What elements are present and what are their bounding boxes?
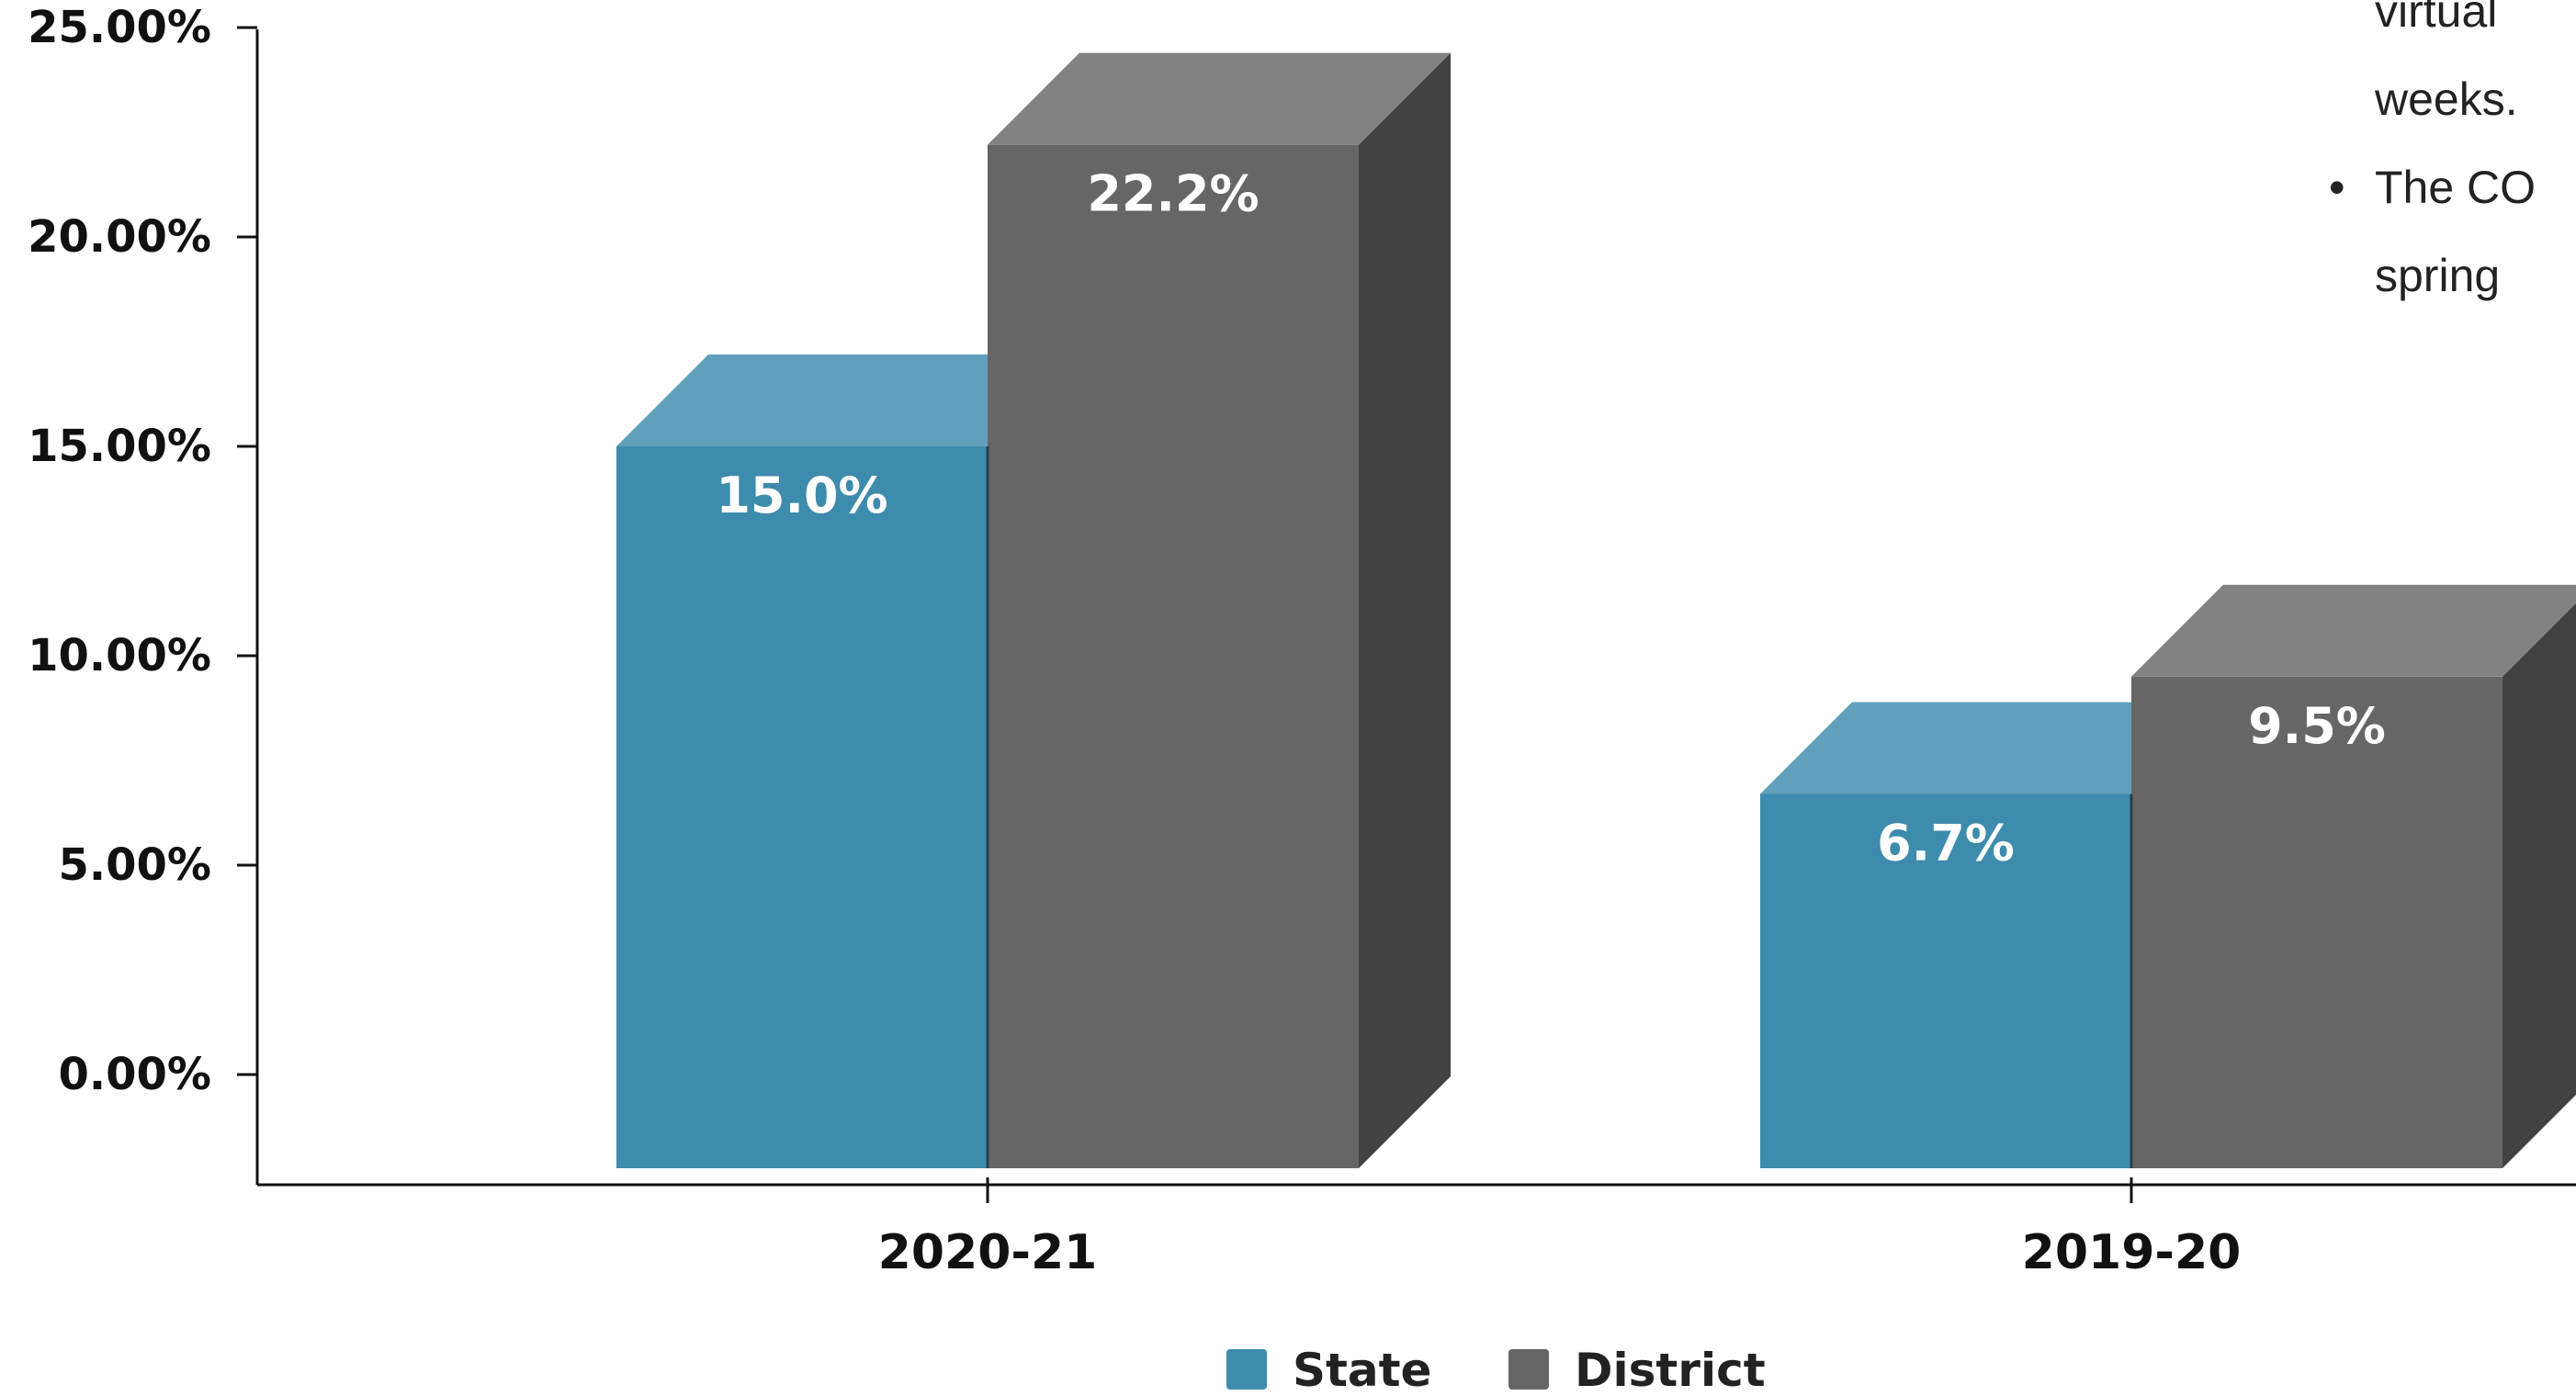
- bar-district-2020-21: [988, 52, 1451, 1169]
- y-tick-label: 10.00%: [28, 630, 211, 681]
- bar-top-face: [988, 52, 1451, 145]
- bar-front-face: [1760, 794, 2131, 1168]
- bar-top-face: [616, 355, 1079, 446]
- legend-item-district: District: [1508, 1344, 1766, 1396]
- bar-side-face: [1359, 52, 1451, 1168]
- chart-axes: 25.00% 20.00% 15.00% 10.00% 5.00% 0.00% 2020-2…: [28, 2, 2576, 1280]
- legend-swatch: [1508, 1349, 1549, 1390]
- note-line: weeks.: [2375, 73, 2518, 125]
- y-tick-label: 20.00%: [28, 211, 211, 263]
- x-category-label: 2020-21: [878, 1225, 1098, 1280]
- y-tick-label: 15.00%: [28, 421, 211, 472]
- bar-side-face: [2503, 602, 2576, 1168]
- chart-bars: [616, 52, 2576, 1169]
- chart-legend: State District: [1226, 1344, 1766, 1396]
- bar-value-label: 6.7%: [1877, 814, 2015, 872]
- chart-data-labels: 15.0% 22.2% 6.7% 9.5%: [716, 165, 2386, 872]
- bar-district-2019-20: [2131, 584, 2576, 1168]
- side-notes: virtual weeks. The CO spring: [2329, 0, 2536, 320]
- bar-front-face: [988, 144, 1359, 1169]
- legend-item-state: State: [1226, 1344, 1431, 1396]
- y-tick-label: 5.00%: [58, 839, 211, 891]
- legend-label: State: [1293, 1344, 1431, 1396]
- bar-top-face: [2131, 584, 2576, 677]
- bar-front-face: [616, 446, 988, 1168]
- bar-value-label: 22.2%: [1087, 165, 1259, 223]
- bar-front-face: [2131, 676, 2503, 1168]
- y-tick-label: 0.00%: [58, 1049, 211, 1100]
- note-line: spring: [2375, 250, 2501, 301]
- bar-value-label: 15.0%: [716, 467, 887, 524]
- y-tick-label: 25.00%: [28, 2, 211, 53]
- x-category-label: 2019-20: [2022, 1225, 2242, 1280]
- legend-swatch: [1226, 1349, 1267, 1390]
- bar-top-face: [1760, 702, 2223, 794]
- bar-value-label: 9.5%: [2248, 697, 2386, 755]
- note-line: virtual: [2375, 0, 2498, 37]
- note-line: The CO: [2329, 143, 2536, 231]
- legend-label: District: [1575, 1344, 1766, 1396]
